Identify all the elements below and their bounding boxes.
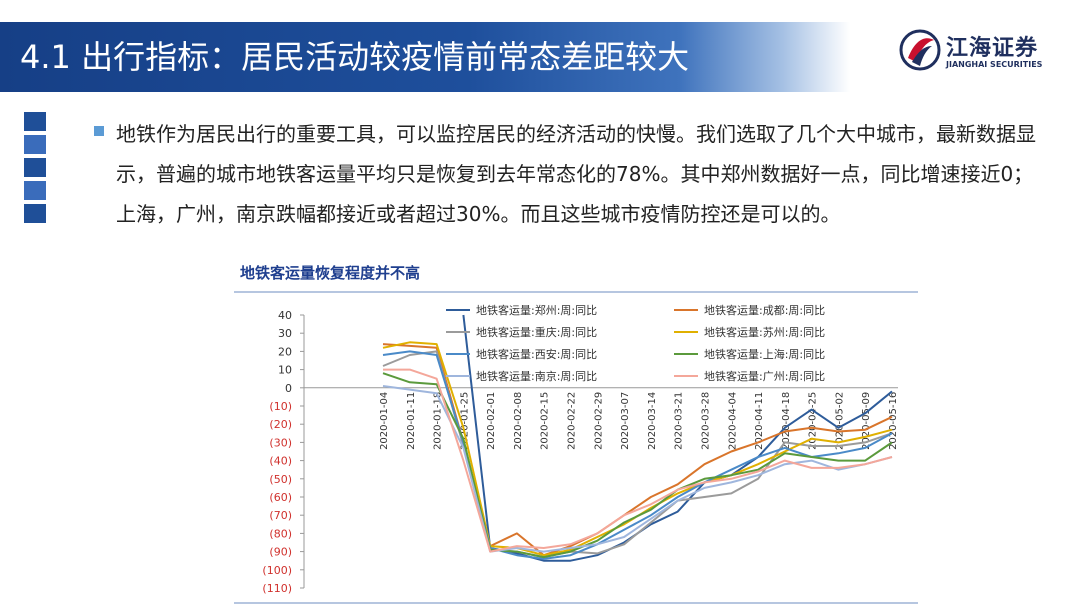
x-tick-label: 2020-02-01 (486, 392, 497, 450)
bullet-square-icon (94, 126, 104, 136)
series-line-6 (382, 372, 893, 559)
legend-bg (702, 324, 850, 338)
legend-bg (702, 302, 850, 316)
y-tick-label: (30) (269, 436, 292, 449)
legend-bg (474, 324, 622, 338)
x-tick-label: 2020-05-09 (861, 392, 872, 450)
line-chart: 40 30 20 10 0 (10) (20) (30) (40) (50) (60) (70) (80… (234, 291, 918, 604)
legend-bg (474, 346, 622, 360)
x-tick-label: 2020-01-25 (459, 392, 470, 450)
y-tick-label: (100) (262, 564, 292, 577)
x-tick-label: 2020-02-08 (513, 392, 524, 450)
x-tick-label: 2020-05-16 (888, 392, 899, 450)
decorative-squares (24, 112, 46, 227)
x-tick-label: 2020-04-25 (808, 392, 819, 450)
y-tick-label: 10 (278, 364, 292, 377)
legend-label-2: 地铁客运量:成都:周:同比 (704, 303, 825, 317)
legend-label-4: 地铁客运量:苏州:周:同比 (704, 325, 825, 339)
y-tick-label: (70) (269, 509, 292, 522)
company-logo: 江海证券 JIANGHAI SECURITIES (898, 28, 1068, 78)
logo-name-cn: 江海证券 (946, 36, 1039, 61)
y-tick-label: (80) (269, 527, 292, 540)
x-tick-label: 2020-01-18 (433, 392, 444, 450)
y-tick-label: (60) (269, 491, 292, 504)
legend-label-1: 地铁客运量:郑州:周:同比 (476, 303, 597, 317)
y-tick-label: 30 (278, 327, 292, 340)
y-tick-label: (110) (262, 582, 292, 595)
y-tick-label: (40) (269, 455, 292, 468)
x-tick-label: 2020-04-18 (781, 392, 792, 450)
x-tick-label: 2020-02-29 (593, 392, 604, 450)
x-tick-label: 2020-03-07 (620, 392, 631, 450)
x-tick-label: 2020-03-21 (674, 392, 685, 450)
legend-bg (702, 368, 850, 382)
y-tick-label: (10) (269, 400, 292, 413)
jianghai-emblem-icon (899, 29, 941, 71)
chart-container: 40 30 20 10 0 (10) (20) (30) (40) (50) (60) (70) (80… (234, 290, 920, 610)
series-line-7 (382, 385, 893, 553)
legend-label-7: 地铁客运量:南京:周:同比 (476, 369, 597, 383)
x-tick-label: 2020-03-14 (647, 392, 658, 450)
x-tick-label: 2020-01-11 (406, 392, 417, 450)
legend-label-3: 地铁客运量:重庆:周:同比 (476, 325, 597, 339)
y-tick-label: (90) (269, 546, 292, 559)
x-tick-label: 2020-02-22 (567, 392, 578, 450)
y-tick-label: 0 (285, 382, 292, 395)
legend-label-5: 地铁客运量:西安:周:同比 (476, 347, 597, 361)
legend-bg (702, 346, 850, 360)
title-banner: 4.1 出行指标：居民活动较疫情前常态差距较大 (0, 22, 850, 92)
x-tick-label: 2020-04-04 (727, 392, 738, 450)
y-tick-label: 20 (278, 345, 292, 358)
page-title: 4.1 出行指标：居民活动较疫情前常态差距较大 (20, 38, 690, 76)
x-tick-label: 2020-01-04 (379, 392, 390, 450)
y-tick-label: 40 (278, 309, 292, 322)
x-tick-label: 2020-04-11 (754, 392, 765, 450)
legend-bg (474, 368, 622, 382)
x-tick-label: 2020-05-02 (834, 392, 845, 450)
series-line-8 (383, 368, 893, 553)
x-tick-label: 2020-02-15 (540, 392, 551, 450)
y-tick-label: (50) (269, 473, 292, 486)
body-paragraph: 地铁作为居民出行的重要工具，可以监控居民的经济活动的快慢。我们选取了几个大中城市… (116, 122, 1036, 226)
legend-label-8: 地铁客运量:广州:周:同比 (704, 369, 825, 383)
legend-bg (474, 302, 622, 316)
y-tick-label: (20) (269, 418, 292, 431)
chart-title: 地铁客运量恢复程度并不高 (240, 264, 421, 282)
logo-name-en: JIANGHAI SECURITIES (946, 60, 1043, 69)
x-tick-label: 2020-03-28 (700, 392, 711, 450)
legend-label-6: 地铁客运量:上海:周:同比 (704, 347, 825, 361)
